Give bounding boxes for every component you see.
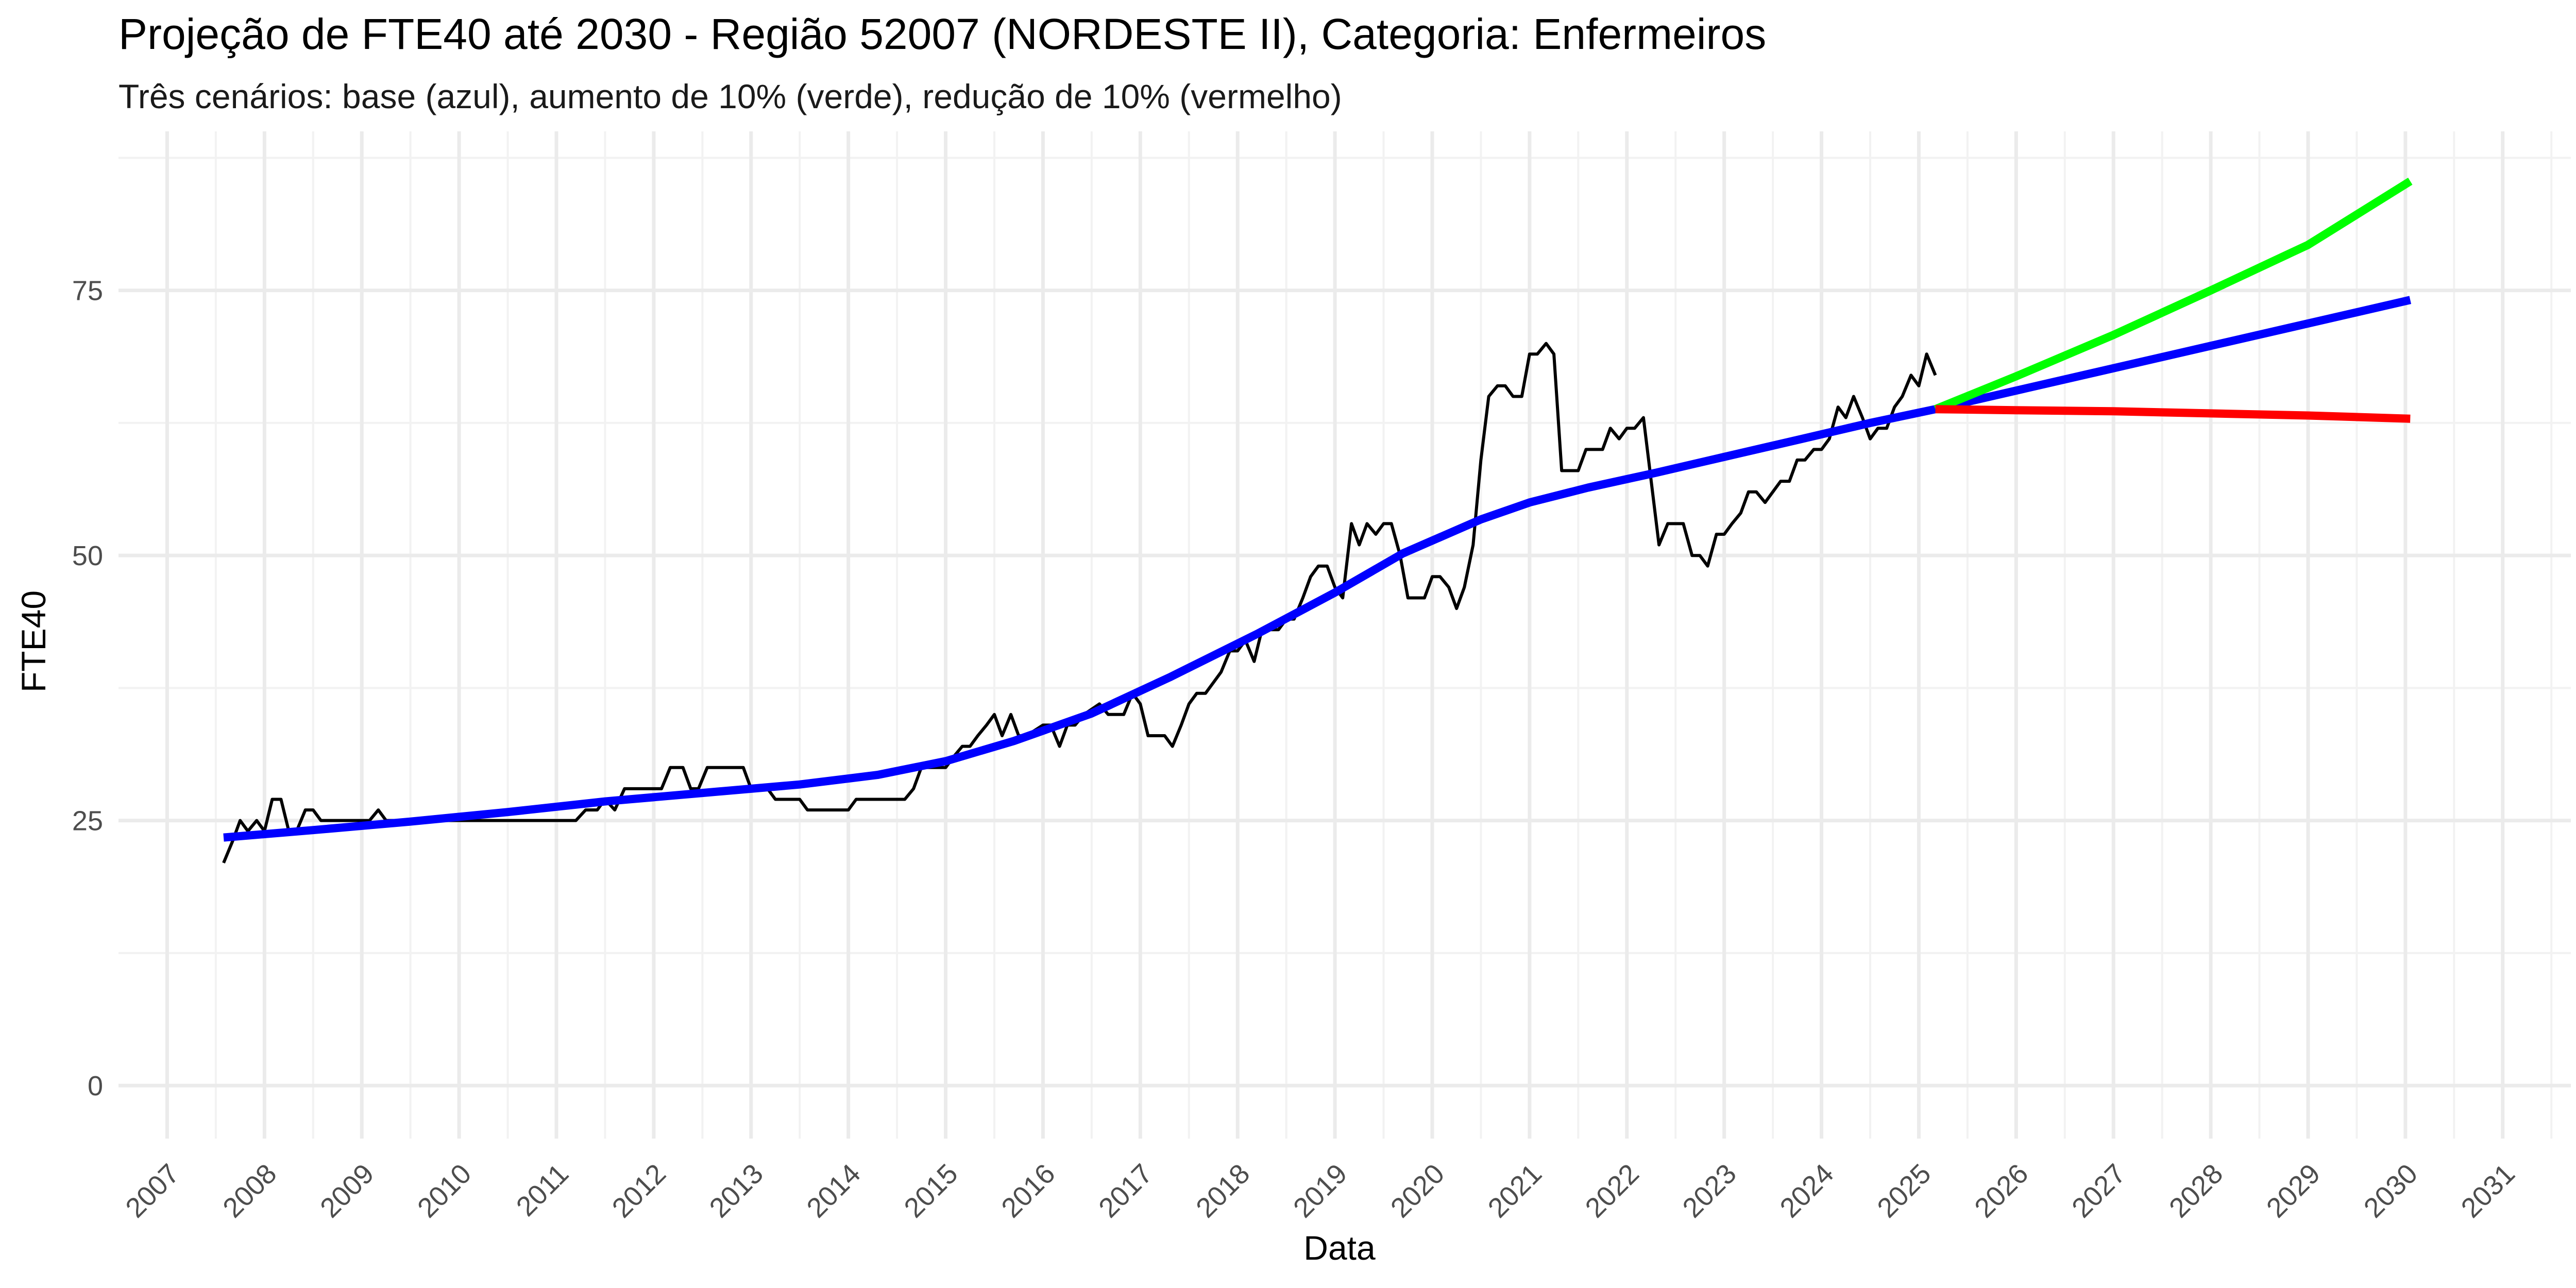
series-line-2 [223, 405, 1937, 842]
y-tick-label: 0 [88, 1071, 103, 1101]
y-axis-title: FTE40 [14, 590, 53, 692]
series-line-1 [222, 342, 1937, 864]
series-line-3 [1934, 296, 2412, 413]
y-tick-label: 50 [72, 540, 103, 571]
series-line-5 [1935, 405, 2411, 423]
y-tick-label: 25 [72, 806, 103, 837]
chart-subtitle: Três cenários: base (azul), aumento de 1… [118, 77, 1342, 115]
x-axis-title: Data [1303, 1229, 1376, 1267]
series-line-4 [1934, 177, 2413, 413]
series-layer [222, 177, 2413, 864]
y-axis-tick-labels: 0 25 50 75 [72, 276, 103, 1101]
y-tick-label: 75 [72, 276, 103, 307]
chart-title: Projeção de FTE40 até 2030 - Região 5200… [118, 10, 1766, 58]
